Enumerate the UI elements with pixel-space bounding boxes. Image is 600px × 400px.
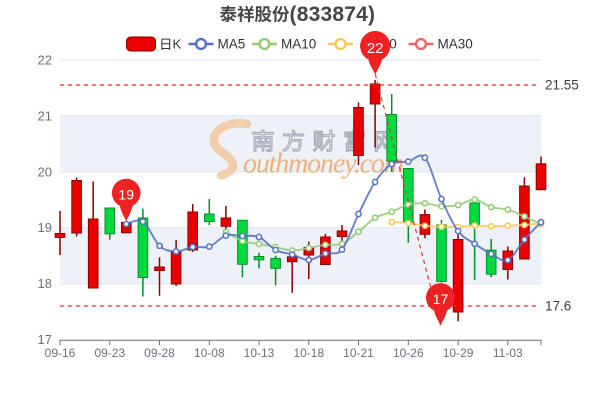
svg-text:09-23: 09-23 bbox=[94, 346, 125, 360]
svg-text:19: 19 bbox=[118, 187, 134, 203]
svg-text:11-03: 11-03 bbox=[493, 346, 523, 360]
svg-text:10-08: 10-08 bbox=[194, 346, 225, 360]
svg-text:22: 22 bbox=[38, 52, 52, 67]
svg-text:10-13: 10-13 bbox=[244, 346, 275, 360]
svg-text:09-16: 09-16 bbox=[45, 346, 76, 360]
svg-text:10-18: 10-18 bbox=[293, 346, 324, 360]
svg-text:21: 21 bbox=[38, 108, 52, 123]
svg-text:MA30: MA30 bbox=[438, 37, 473, 52]
svg-text:10-21: 10-21 bbox=[343, 346, 374, 360]
svg-text:18: 18 bbox=[38, 276, 52, 291]
svg-text:(833874): (833874) bbox=[290, 3, 376, 26]
svg-text:K: K bbox=[173, 37, 182, 52]
svg-text:19: 19 bbox=[38, 220, 52, 235]
svg-text:MA10: MA10 bbox=[281, 37, 316, 52]
svg-text:10-26: 10-26 bbox=[393, 346, 424, 360]
svg-text:10-29: 10-29 bbox=[443, 346, 474, 360]
svg-text:MA5: MA5 bbox=[218, 37, 246, 52]
svg-text:17: 17 bbox=[38, 332, 52, 347]
svg-text:17.6: 17.6 bbox=[545, 299, 571, 314]
svg-text:21.55: 21.55 bbox=[545, 78, 579, 93]
svg-text:outhmoney.com: outhmoney.com bbox=[243, 149, 404, 180]
svg-text:20: 20 bbox=[38, 164, 52, 179]
svg-text:09-28: 09-28 bbox=[144, 346, 175, 360]
svg-text:22: 22 bbox=[367, 40, 384, 57]
svg-text:17: 17 bbox=[433, 291, 449, 307]
